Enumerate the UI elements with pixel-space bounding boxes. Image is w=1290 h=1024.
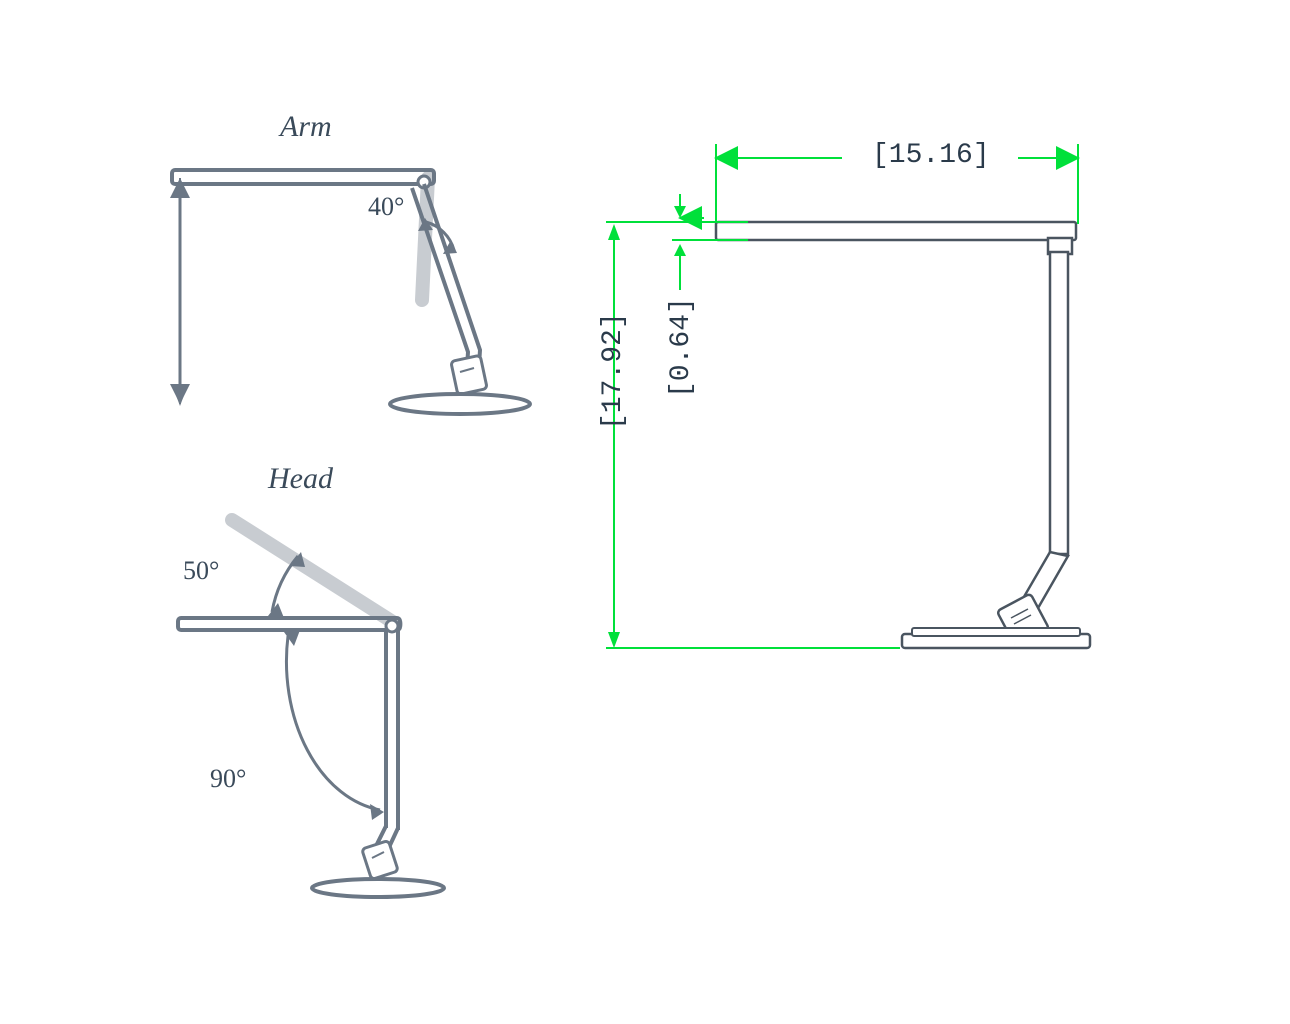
technical-drawing — [0, 0, 1290, 1024]
dim-width: [15.16] — [872, 140, 990, 171]
dim-height: [17.92] — [598, 312, 629, 430]
arm-diagram — [172, 170, 530, 414]
arm-angle: 40° — [368, 192, 404, 222]
dim-head-thickness: [0.64] — [666, 297, 697, 398]
arm-title: Arm — [280, 110, 332, 144]
head-angle-up: 50° — [183, 556, 219, 586]
head-title: Head — [268, 462, 333, 496]
head-angle-down: 90° — [210, 764, 246, 794]
